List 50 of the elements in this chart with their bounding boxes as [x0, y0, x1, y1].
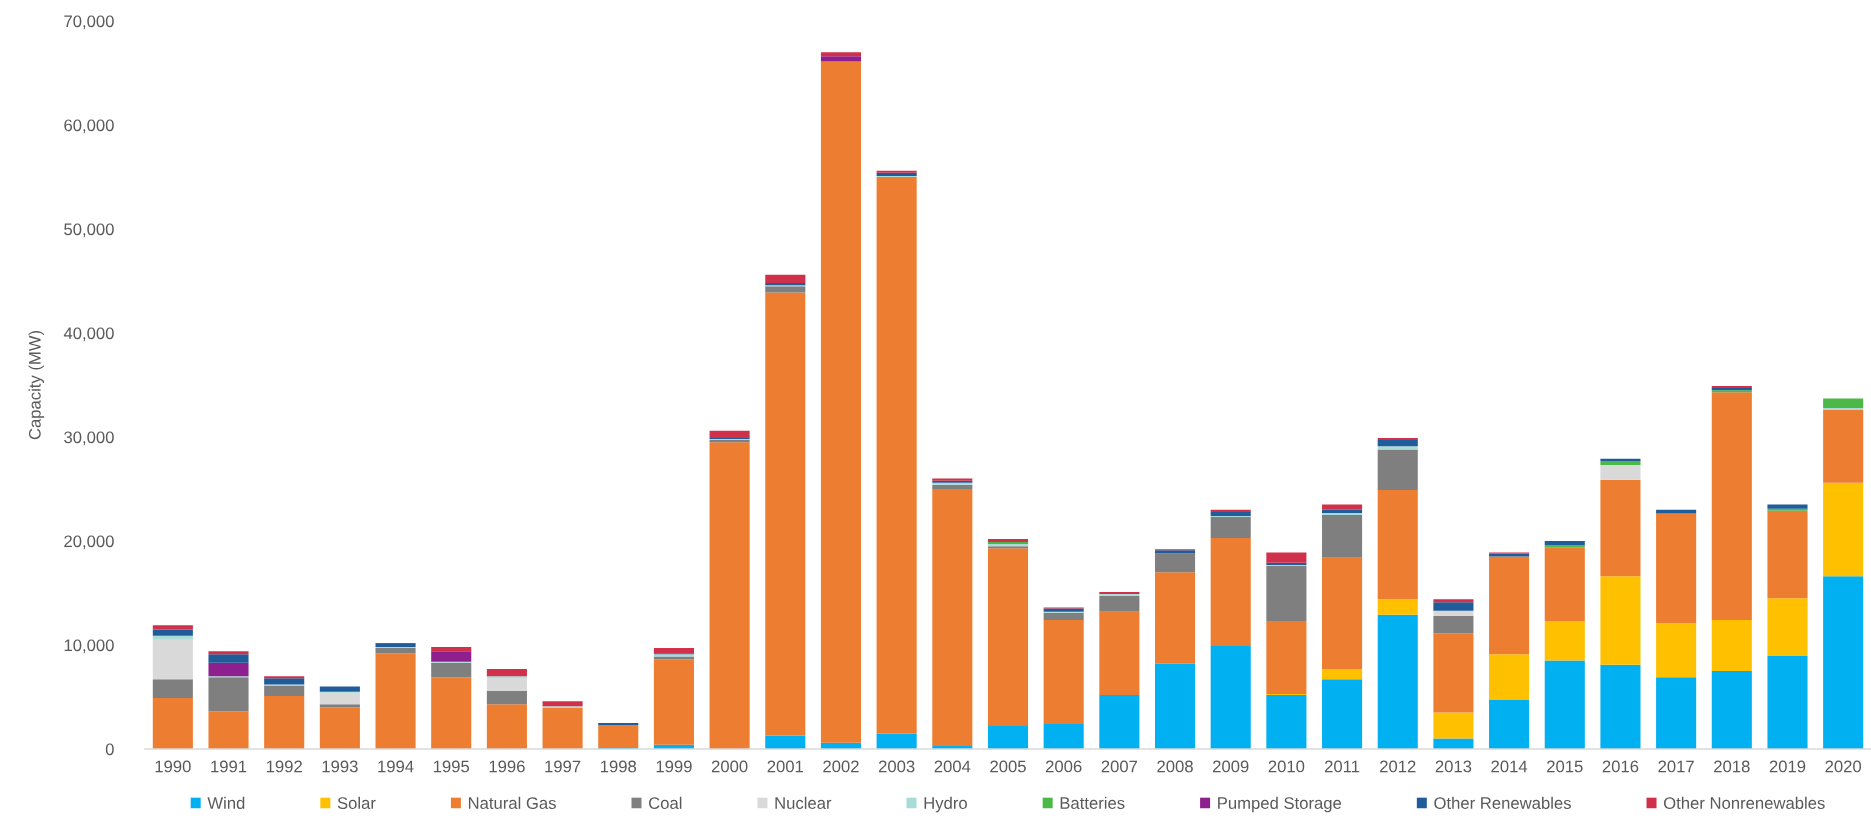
x-tick-label: 1995 [433, 760, 470, 773]
x-tick-label: 1996 [489, 760, 525, 773]
x-tick-label: 2002 [823, 760, 859, 773]
x-tick-label: 2012 [1380, 760, 1416, 773]
x-tick-label: 2000 [711, 760, 748, 773]
y-tick-label: 30,000 [64, 431, 114, 446]
legend-label: Hydro [924, 796, 967, 813]
x-tick-label: 2018 [1714, 760, 1750, 773]
legend-label: Batteries [1060, 796, 1125, 809]
legend-label: Wind [207, 796, 245, 809]
y-axis-title: Capacity (MW) [28, 330, 45, 440]
y-tick-label: 20,000 [64, 535, 114, 550]
x-tick-label: 2019 [1769, 760, 1806, 773]
x-tick-label: 2016 [1602, 760, 1639, 773]
y-tick-label: 10,000 [64, 639, 114, 654]
legend-label: Other Nonrenewables [1663, 796, 1825, 809]
x-tick-label: 1997 [545, 760, 581, 773]
legend-label: Pumped Storage [1218, 796, 1342, 813]
y-tick-label: 40,000 [63, 327, 114, 342]
x-tick-label: 2003 [878, 760, 915, 773]
y-tick-label: 50,000 [64, 223, 114, 238]
x-tick-label: 2009 [1213, 760, 1249, 773]
x-tick-label: 2011 [1324, 760, 1360, 773]
x-tick-label: 2017 [1658, 760, 1694, 773]
legend-label: Nuclear [775, 796, 832, 809]
legend-label: Natural Gas [468, 796, 556, 809]
legend-label: Other Renewables [1434, 796, 1571, 809]
x-tick-label: 2010 [1268, 760, 1305, 773]
x-tick-label: 2004 [934, 760, 971, 773]
x-tick-label: 2014 [1491, 760, 1528, 773]
y-tick-label: 0 [105, 743, 114, 756]
legend-label: Coal [649, 796, 682, 809]
x-tick-label: 1999 [656, 760, 692, 773]
x-tick-label: 2013 [1435, 760, 1472, 773]
x-tick-label: 2007 [1101, 760, 1138, 773]
x-tick-label: 1998 [600, 760, 637, 773]
x-tick-label: 1992 [266, 760, 302, 773]
legend-label: Solar [337, 796, 376, 809]
x-tick-label: 2006 [1045, 760, 1082, 773]
x-tick-label: 2005 [990, 760, 1026, 773]
y-tick-label: 60,000 [64, 119, 114, 134]
x-tick-label: 2008 [1157, 760, 1193, 773]
x-tick-label: 1993 [322, 760, 358, 773]
x-tick-label: 2020 [1825, 760, 1862, 773]
x-tick-label: 1990 [155, 760, 191, 773]
x-tick-label: 2015 [1547, 760, 1583, 773]
x-tick-label: 2001 [767, 760, 804, 773]
x-tick-label: 1994 [378, 760, 414, 773]
x-tick-label: 1991 [211, 760, 247, 773]
y-tick-label: 70,000 [64, 15, 114, 30]
